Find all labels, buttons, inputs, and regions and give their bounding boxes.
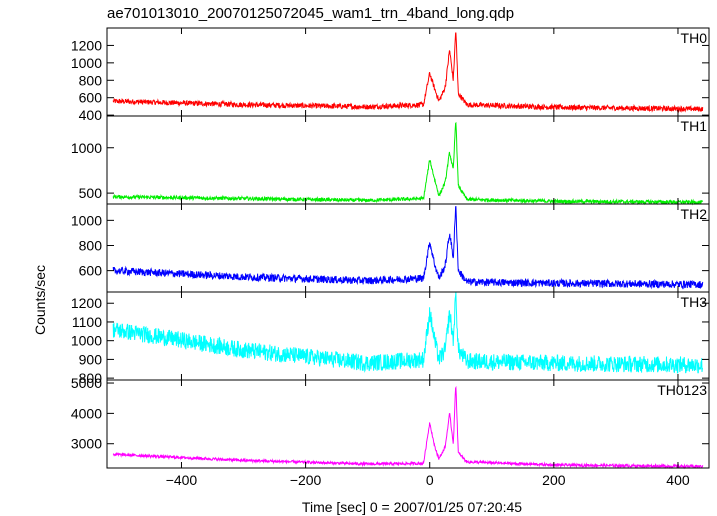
panel-frame-th1 <box>106 115 710 205</box>
y-tick-label: 5000 <box>71 375 102 391</box>
y-tick-label: 1000 <box>71 140 102 156</box>
x-tick-label: 200 <box>542 472 566 488</box>
y-tick-label: 1200 <box>71 295 102 311</box>
y-tick-label: 500 <box>79 185 103 201</box>
y-tick-label: 600 <box>79 263 103 279</box>
y-tick-label: 3000 <box>71 436 102 452</box>
y-tick-label: 1100 <box>72 314 102 330</box>
y-tick-label: 4000 <box>71 405 102 421</box>
x-tick-label: −400 <box>166 472 198 488</box>
y-tick-label: 1000 <box>71 212 102 228</box>
y-tick-label: 800 <box>79 237 103 253</box>
x-axis-label: Time [sec] 0 = 2007/01/25 07:20:45 <box>302 499 522 515</box>
panel-label-th3: TH3 <box>681 294 708 310</box>
y-tick-label: 900 <box>79 351 103 367</box>
y-tick-label: 600 <box>79 90 103 106</box>
panel-frame-th0123 <box>106 379 710 469</box>
x-tick-label: −200 <box>290 472 322 488</box>
y-tick-label: 400 <box>79 107 103 123</box>
y-tick-label: 1000 <box>71 333 102 349</box>
y-tick-label: 1200 <box>71 37 102 53</box>
x-tick-label: 400 <box>666 472 690 488</box>
panel-label-th1: TH1 <box>681 118 708 134</box>
series-line-th3 <box>112 292 704 374</box>
series-line-th0 <box>112 32 704 113</box>
series-line-th1 <box>112 121 704 206</box>
series-line-th0123 <box>112 385 704 470</box>
y-tick-label: 800 <box>79 72 103 88</box>
panel-label-th0: TH0 <box>681 30 708 46</box>
y-tick-label: 800 <box>79 370 103 386</box>
panel-label-th0123: TH0123 <box>657 382 707 398</box>
x-tick-label: 0 <box>426 472 434 488</box>
y-axis-label: Counts/sec <box>32 265 48 335</box>
y-tick-label: 1000 <box>71 55 102 71</box>
series-line-th2 <box>112 206 704 290</box>
chart-title: ae701013010_20070125072045_wam1_trn_4ban… <box>107 5 514 22</box>
panel-label-th2: TH2 <box>681 206 708 222</box>
